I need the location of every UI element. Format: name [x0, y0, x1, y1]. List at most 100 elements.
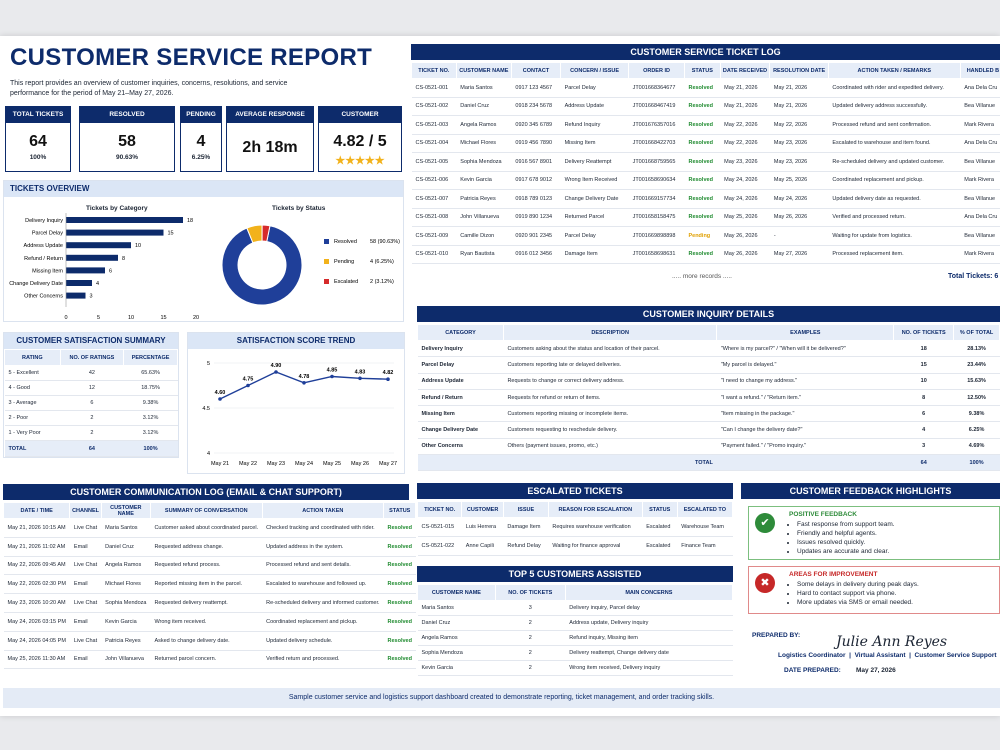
table-cell: May 25, 2026 11:30 AM — [3, 650, 70, 670]
table-cell: Mark Rivera — [960, 245, 1000, 264]
table-cell: 3 — [495, 600, 566, 616]
y-tick-label: 5 — [207, 361, 210, 367]
table-row[interactable]: 2 - Poor 2 3.12% — [4, 410, 178, 426]
improvement-areas: ✖ AREAS FOR IMPROVEMENT Some delays in d… — [748, 566, 1000, 614]
thumbs-down-icon: ✖ — [755, 573, 775, 593]
table-cell: 65.63% — [123, 365, 178, 381]
table-cell: Resolved — [684, 189, 721, 209]
table-cell: Bea Villanue — [960, 97, 1000, 116]
more-records-link[interactable]: ..... more records ..... — [672, 273, 732, 280]
table-row[interactable]: May 24, 2026 04:05 PM Live Chat Patricia R… — [3, 631, 416, 651]
category-bar — [66, 254, 118, 261]
status-chart-title: Tickets by Status — [272, 205, 326, 212]
table-cell: Updated address in the system. — [262, 537, 384, 557]
trend-point — [386, 377, 390, 381]
table-row[interactable]: Other Concerns Others (payment issues, pr… — [417, 438, 1000, 456]
table-row[interactable]: Kevin Garcia 2 Wrong item received, Delive… — [417, 660, 733, 676]
table-row[interactable]: CS-0521-004 Michael Flores 0919 456 7890 Mi… — [411, 134, 1000, 153]
table-cell: Maria Santos — [456, 78, 512, 98]
table-cell: John Villanueva — [101, 650, 151, 670]
table-row[interactable]: Daniel Cruz 2 Address update, Delivery inq… — [417, 615, 733, 631]
inquiry-table: CATEGORY DESCRIPTION EXAMPLES NO. OF TICKET… — [417, 324, 1000, 472]
table-row[interactable]: 1 - Very Poor 2 3.12% — [4, 425, 178, 441]
table-row[interactable]: May 22, 2026 09:45 AM Live Chat Angela Ram… — [3, 556, 416, 576]
table-cell: Change Delivery Date — [560, 189, 629, 209]
table-cell: Pending — [684, 226, 721, 246]
table-cell: Email — [69, 574, 102, 595]
table-row[interactable]: May 21, 2026 10:15 AM Live Chat Maria Sant… — [3, 518, 416, 538]
table-cell: Customers requesting to reschedule deliv… — [503, 421, 717, 439]
table-row[interactable]: CS-0521-015 Luis Herrera Damage Item Requir… — [417, 517, 733, 537]
table-row[interactable]: May 23, 2026 10:20 AM Live Chat Sophia Men… — [3, 593, 416, 613]
table-row[interactable]: Sophia Mendoza 2 Delivery reattempt, Chang… — [417, 645, 733, 661]
table-cell: Kevin Garcia — [456, 171, 512, 190]
table-row[interactable]: Maria Santos 3 Delivery inquiry, Parcel de… — [417, 600, 733, 616]
table-row[interactable]: May 24, 2026 03:15 PM Email Kevin Garcia Wr… — [3, 612, 416, 632]
table-cell: Anne Capili — [461, 536, 504, 556]
table-row[interactable]: CS-0521-005 Sophia Mendoza 0916 567 8901 De… — [411, 152, 1000, 172]
table-cell: 3 - Average — [4, 395, 61, 411]
column-header: RATING — [4, 349, 61, 366]
table-row[interactable]: Refund / Return Requests for refund or re… — [417, 389, 1000, 407]
table-row[interactable]: May 21, 2026 11:02 AM Email Daniel Cruz Req… — [3, 537, 416, 557]
table-cell: May 22, 2026 — [720, 134, 770, 153]
top5-table: CUSTOMER NAME NO. OF TICKETS MAIN CONCERNS… — [417, 584, 734, 676]
table-row[interactable]: CS-0521-008 John Villanueva 0919 890 1234 R… — [411, 208, 1000, 227]
table-cell: Waiting for finance approval — [548, 536, 643, 556]
table-row[interactable]: CS-0521-010 Ryan Bautista 0916 012 3456 Dam… — [411, 245, 1000, 264]
table-row[interactable]: Address Update Requests to change or corr… — [417, 373, 1000, 390]
comm-log-title: CUSTOMER COMMUNICATION LOG (EMAIL & CHAT… — [3, 484, 409, 500]
kpi-resolved: RESOLVED 58 90.63% — [79, 106, 175, 172]
column-header: CONTACT — [510, 62, 562, 79]
column-header: % OF TOTAL — [953, 324, 1000, 341]
trend-point — [274, 370, 278, 374]
table-cell: "I want a refund." / "Return item." — [716, 389, 894, 407]
table-cell: Asked to change delivery date. — [150, 631, 263, 651]
table-cell: JT001676357016 — [628, 115, 685, 135]
table-row[interactable]: Parcel Delay Customers reporting late or … — [417, 356, 1000, 374]
point-value-label: 4.90 — [271, 363, 282, 369]
table-cell: 3 — [893, 438, 954, 456]
table-row[interactable]: CS-0521-002 Daniel Cruz 0918 234 5678 Addre… — [411, 97, 1000, 116]
table-cell: Bea Villanue — [960, 189, 1000, 209]
table-cell: Processed refund and sent confirmation. — [828, 115, 961, 135]
legend-label: Resolved — [334, 239, 357, 245]
x-tick-label: May 22 — [239, 461, 257, 467]
table-row[interactable]: 3 - Average 6 9.38% — [4, 395, 178, 411]
table-row[interactable]: CS-0521-003 Angela Ramos 0920 345 6789 Refu… — [411, 115, 1000, 135]
legend-swatch — [324, 259, 329, 264]
table-row[interactable]: CS-0521-007 Patricia Reyes 0918 789 0123 Ch… — [411, 189, 1000, 209]
table-cell: CS-0521-015 — [417, 517, 462, 537]
table-row[interactable]: Delivery Inquiry Customers asking about t… — [417, 340, 1000, 358]
table-row[interactable]: CS-0521-022 Anne Capili Refund Delay Waitin… — [417, 536, 733, 556]
date-prepared: May 27, 2026 — [856, 667, 896, 674]
table-cell: Finance Team — [677, 536, 733, 556]
table-row[interactable]: Angela Ramos 2 Refund inquiry, Missing ite… — [417, 630, 733, 646]
table-cell: CS-0521-010 — [411, 245, 457, 264]
x-tick-label: May 21 — [211, 461, 229, 467]
table-cell: JT001668364677 — [628, 78, 685, 98]
table-row[interactable]: 5 - Excellent 42 65.63% — [4, 365, 178, 381]
table-header-row: RATING NO. OF RATINGS PERCENTAGE — [4, 349, 178, 366]
table-cell: Ana Dela Cru — [960, 208, 1000, 227]
table-row[interactable]: Change Delivery Date Customers requesting… — [417, 421, 1000, 439]
table-row[interactable]: 4 - Good 12 18.75% — [4, 380, 178, 396]
table-row[interactable]: May 22, 2026 02:30 PM Email Michael Flores… — [3, 574, 416, 595]
table-cell: May 22, 2026 09:45 AM — [3, 556, 70, 576]
table-cell: Patricia Reyes — [456, 189, 512, 209]
table-row[interactable]: Missing Item Customers reporting missing … — [417, 405, 1000, 423]
trend-point — [218, 397, 222, 401]
table-cell: CS-0521-008 — [411, 208, 457, 227]
table-row[interactable]: CS-0521-006 Kevin Garcia 0917 678 9012 Wron… — [411, 171, 1000, 190]
table-row[interactable]: May 25, 2026 11:30 AM Email John Villanuev… — [3, 650, 416, 670]
inquiry-details: CATEGORY DESCRIPTION EXAMPLES NO. OF TICKET… — [417, 324, 1000, 472]
table-row[interactable]: CS-0521-001 Maria Santos 0917 123 4567 Parc… — [411, 78, 1000, 98]
table-cell: Ana Dela Cru — [960, 134, 1000, 153]
table-cell: Resolved — [383, 631, 416, 651]
column-header: DATE / TIME — [2, 502, 71, 519]
table-cell: May 23, 2026 — [769, 152, 829, 172]
table-cell: Resolved — [383, 650, 416, 670]
table-row[interactable]: CS-0521-009 Camille Dizon 0920 901 2345 Par… — [411, 226, 1000, 246]
column-header: ACTION TAKEN — [261, 502, 385, 519]
table-cell: Customer asked about coordinated parcel. — [150, 518, 263, 538]
